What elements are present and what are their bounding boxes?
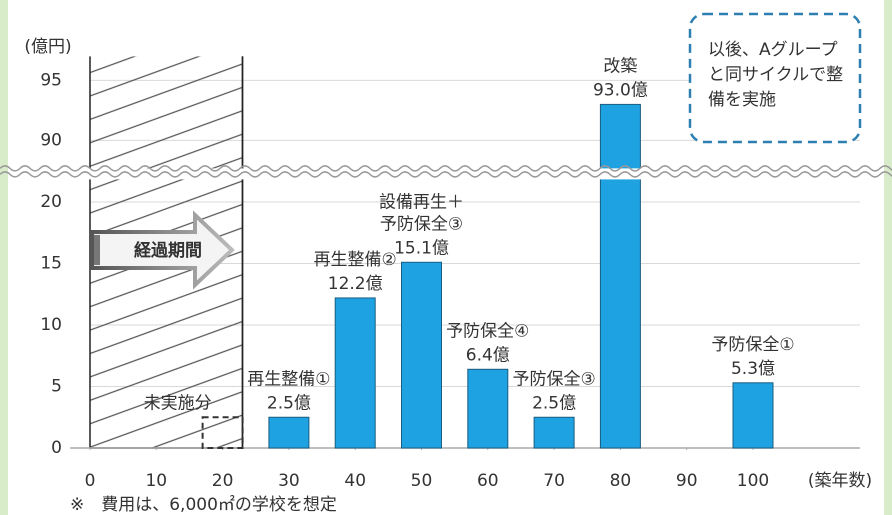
bar xyxy=(334,297,376,449)
value-label: 12.2億 xyxy=(328,274,383,294)
value-label: 6.4億 xyxy=(466,345,510,365)
bar-name: 設備再生＋ xyxy=(379,192,464,212)
footnote: ※ 費用は、6,000㎡の学校を想定 xyxy=(70,495,337,515)
x-tick-label: 0 xyxy=(85,471,96,491)
note-text: 以後、Aグループ xyxy=(708,40,838,60)
bar-name: 改築 xyxy=(603,56,637,76)
note-text: 備を実施 xyxy=(708,90,776,110)
bar-name: 予防保全① xyxy=(711,335,794,355)
x-tick-label: 80 xyxy=(610,471,632,491)
x-tick-label: 70 xyxy=(543,471,565,491)
note-box xyxy=(688,12,862,144)
arrow-tail xyxy=(94,235,100,265)
bar-name: 予防保全③ xyxy=(380,214,463,234)
y-tick-label: 95 xyxy=(40,70,62,90)
break-band xyxy=(8,168,884,180)
bar xyxy=(201,416,244,449)
bar-name: 再生整備② xyxy=(314,250,397,270)
bar xyxy=(599,103,641,449)
x-tick-label: 40 xyxy=(344,471,366,491)
x-tick-label: 50 xyxy=(411,471,433,491)
bar xyxy=(467,368,509,449)
bar-name: 未実施分 xyxy=(144,393,212,413)
y-tick-label: 20 xyxy=(40,192,62,212)
value-label: 2.5億 xyxy=(267,393,311,413)
x-tick-label: 30 xyxy=(278,471,300,491)
x-tick-label: 10 xyxy=(145,471,167,491)
bar-name: 再生整備① xyxy=(247,369,330,389)
x-axis-label: (築年数) xyxy=(808,471,872,491)
x-tick-label: 100 xyxy=(737,471,769,491)
elapsed-arrow xyxy=(90,210,235,290)
bar xyxy=(732,382,774,449)
elapsed-label: 経過期間 xyxy=(134,240,202,261)
break-line xyxy=(0,171,892,178)
value-label: 93.0億 xyxy=(593,80,648,100)
value-label: 5.3億 xyxy=(731,359,775,379)
value-label: 15.1億 xyxy=(394,238,449,258)
note-text: と同サイクルで整 xyxy=(708,65,843,85)
bar-name: 予防保全④ xyxy=(446,321,529,341)
bar xyxy=(533,416,575,449)
y-tick-label: 90 xyxy=(40,130,62,150)
bar xyxy=(401,261,442,449)
break-line xyxy=(0,165,892,172)
y-tick-label: 15 xyxy=(40,254,62,274)
bar-name: 予防保全③ xyxy=(512,369,595,389)
y-tick-label: 5 xyxy=(51,377,62,397)
y-tick-label: 0 xyxy=(51,438,62,458)
y-axis-label: (億円) xyxy=(24,37,71,57)
y-tick-label: 10 xyxy=(40,315,62,335)
x-tick-label: 20 xyxy=(212,471,234,491)
x-tick-label: 90 xyxy=(676,471,698,491)
x-tick-label: 60 xyxy=(477,471,499,491)
value-label: 2.5億 xyxy=(532,393,576,413)
bar xyxy=(268,416,310,449)
